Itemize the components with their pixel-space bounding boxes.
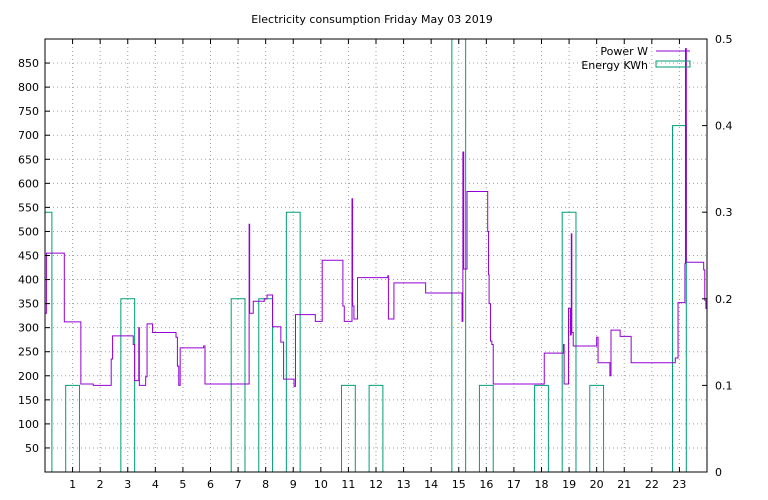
- y-tick-label: 150: [18, 394, 39, 407]
- legend-sample-energy: [655, 60, 691, 68]
- y2-tick-label: 0: [715, 466, 722, 479]
- y-tick-label: 850: [18, 57, 39, 70]
- x-tick-label: 3: [124, 478, 131, 491]
- y-tick-label: 600: [18, 177, 39, 190]
- x-tick-label: 4: [152, 478, 159, 491]
- y2-tick-label: 0.2: [715, 293, 733, 306]
- y-tick-label: 400: [18, 274, 39, 287]
- power-line: [45, 48, 708, 387]
- energy-bar: [45, 211, 53, 472]
- y-tick-label: 450: [18, 250, 39, 263]
- y-tick-label: 300: [18, 322, 39, 335]
- y-tick-label: 700: [18, 129, 39, 142]
- y-tick-label: 650: [18, 153, 39, 166]
- energy-bar: [672, 125, 687, 472]
- y-tick-label: 200: [18, 370, 39, 383]
- x-tick-label: 18: [535, 478, 549, 491]
- x-tick-label: 12: [369, 478, 383, 491]
- x-tick-label: 22: [645, 478, 659, 491]
- energy-bar: [65, 384, 80, 472]
- y-tick-label: 250: [18, 346, 39, 359]
- energy-bar: [478, 384, 494, 472]
- grid-lines: [45, 39, 707, 472]
- y2-tick-label: 0.4: [715, 120, 733, 133]
- y2-tick-labels: 0 0.1 0.2 0.3 0.4 0.5: [715, 33, 733, 479]
- x-tick-label: 23: [672, 478, 686, 491]
- x-tick-label: 9: [290, 478, 297, 491]
- x-tick-label: 10: [314, 478, 328, 491]
- y-tick-label: 100: [18, 418, 39, 431]
- x-tick-label: 2: [97, 478, 104, 491]
- chart-title: Electricity consumption Friday May 03 20…: [251, 13, 492, 26]
- y-tick-label: 350: [18, 298, 39, 311]
- y2-tick-label: 0.1: [715, 379, 733, 392]
- x-tick-label: 15: [452, 478, 466, 491]
- x-tick-label: 7: [235, 478, 242, 491]
- y-tick-label: 800: [18, 81, 39, 94]
- energy-bar: [561, 211, 577, 472]
- energy-bar: [589, 384, 605, 472]
- energy-bar: [258, 298, 274, 472]
- energy-bar: [285, 211, 301, 472]
- x-tick-label: 1: [69, 478, 76, 491]
- y-tick-labels: 50 100 150 200 250 300 350 400 450 500 550 600 650 70…: [18, 57, 39, 455]
- energy-bar: [120, 298, 136, 472]
- x-tick-label: 14: [424, 478, 438, 491]
- x-tick-label: 20: [590, 478, 604, 491]
- y2-tick-label: 0.3: [715, 206, 733, 219]
- y-tick-label: 550: [18, 201, 39, 214]
- legend-label-energy: Energy KWh: [581, 59, 648, 72]
- x-tick-label: 5: [179, 478, 186, 491]
- x-tick-label: 8: [262, 478, 269, 491]
- x-tick-label: 17: [507, 478, 521, 491]
- energy-bar: [230, 298, 246, 472]
- energy-bar: [341, 384, 356, 472]
- y2-tick-label: 0.5: [715, 33, 733, 46]
- energy-series: [45, 38, 687, 472]
- x-tick-label: 16: [479, 478, 493, 491]
- x-tick-label: 6: [207, 478, 214, 491]
- x-tick-label: 21: [617, 478, 631, 491]
- y-tick-label: 500: [18, 225, 39, 238]
- energy-bar: [534, 384, 549, 472]
- energy-bar: [368, 384, 384, 472]
- y-tick-label: 50: [25, 442, 39, 455]
- y-tick-label: 750: [18, 105, 39, 118]
- legend: Power W Energy KWh: [581, 45, 691, 72]
- x-tick-label: 13: [397, 478, 411, 491]
- axis-ticks: [45, 38, 707, 473]
- x-tick-label: 11: [341, 478, 355, 491]
- legend-label-power: Power W: [600, 45, 648, 58]
- power-series: [45, 48, 708, 387]
- x-tick-labels: 1 2 3 4 5 6 7 8 9 10 11 12 13 14 15 16 17 18 19 20 21 22 23: [69, 478, 686, 491]
- x-tick-label: 19: [562, 478, 576, 491]
